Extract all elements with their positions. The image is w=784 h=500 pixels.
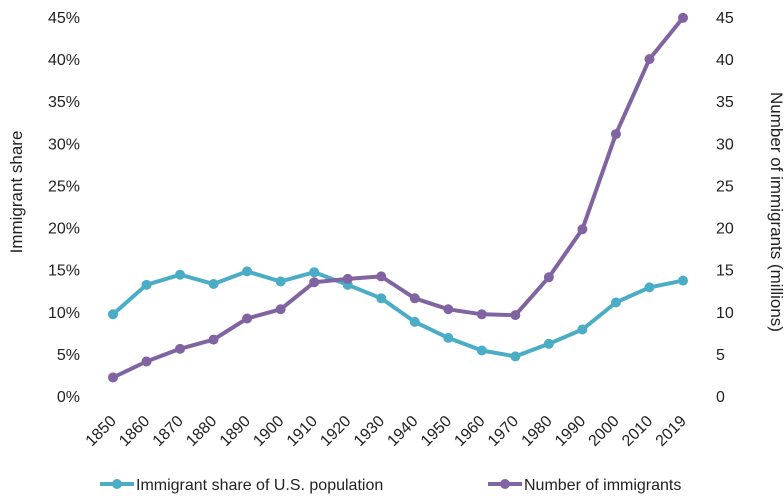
legend-label: Number of immigrants <box>524 477 681 494</box>
data-point <box>309 267 320 278</box>
series-2 <box>108 12 688 383</box>
x-tick-label: 1860 <box>116 413 153 450</box>
data-point <box>309 277 320 288</box>
legend: Immigrant share of U.S. population Number… <box>100 477 681 494</box>
series-line <box>111 269 685 359</box>
data-point <box>376 271 387 282</box>
legend-swatch-marker <box>500 479 510 489</box>
right-tick-label: 45 <box>716 10 734 27</box>
x-tick-label: 2019 <box>653 413 690 450</box>
x-tick-label: 1900 <box>250 413 287 450</box>
x-axis-ticks: 1850186018701880189019001910192019301940… <box>83 413 690 450</box>
data-point <box>610 297 621 308</box>
right-tick-label: 10 <box>716 305 734 322</box>
data-point <box>175 343 186 354</box>
data-point <box>510 310 521 321</box>
data-point <box>141 279 152 290</box>
x-tick-label: 1990 <box>552 413 589 450</box>
data-point <box>678 275 688 286</box>
data-point <box>376 293 387 304</box>
data-point <box>275 276 286 287</box>
data-point <box>141 356 152 367</box>
right-tick-label: 35 <box>716 94 734 111</box>
data-point <box>644 54 655 65</box>
x-tick-label: 1940 <box>384 413 421 450</box>
data-point <box>242 313 253 324</box>
left-tick-label: 5% <box>57 347 80 364</box>
series-1 <box>108 266 688 362</box>
right-tick-label: 25 <box>716 178 734 195</box>
right-tick-label: 40 <box>716 52 734 69</box>
left-tick-label: 25% <box>48 178 80 195</box>
data-point <box>108 309 118 320</box>
left-tick-label: 45% <box>48 10 80 27</box>
legend-item: Number of immigrants <box>488 477 681 494</box>
x-tick-label: 1920 <box>317 413 354 450</box>
left-axis-ticks: 0% 5% 10% 15% 20% 25% 30% 35% 40% 45% <box>48 10 80 406</box>
right-tick-label: 15 <box>716 263 734 280</box>
x-tick-label: 1930 <box>351 413 388 450</box>
data-point <box>443 304 454 315</box>
right-axis-title: Number of immigrants (millions) <box>767 92 784 332</box>
x-tick-label: 1950 <box>418 413 455 450</box>
data-point <box>577 324 588 335</box>
data-point <box>108 372 118 383</box>
x-tick-label: 1870 <box>150 413 187 450</box>
data-point <box>342 273 353 284</box>
left-tick-label: 40% <box>48 52 80 69</box>
left-tick-label: 10% <box>48 305 80 322</box>
legend-swatch-marker <box>112 479 122 489</box>
left-tick-label: 30% <box>48 136 80 153</box>
x-tick-label: 2010 <box>619 413 656 450</box>
data-point <box>476 345 487 356</box>
data-point <box>208 334 219 345</box>
series-layer <box>108 12 688 383</box>
series-line <box>111 15 685 380</box>
left-tick-label: 0% <box>57 389 80 406</box>
x-tick-label: 1960 <box>451 413 488 450</box>
data-point <box>543 338 554 349</box>
legend-item: Immigrant share of U.S. population <box>100 477 383 494</box>
data-point <box>678 12 688 23</box>
x-tick-label: 1910 <box>284 413 321 450</box>
legend-label: Immigrant share of U.S. population <box>136 477 383 494</box>
left-tick-label: 20% <box>48 221 80 238</box>
data-point <box>409 316 420 327</box>
x-tick-label: 1880 <box>183 413 220 450</box>
data-point <box>409 293 420 304</box>
data-point <box>208 278 219 289</box>
x-tick-label: 1890 <box>217 413 254 450</box>
right-axis-ticks: 0 5 10 15 20 25 30 35 40 45 <box>716 10 734 406</box>
left-tick-label: 35% <box>48 94 80 111</box>
data-point <box>242 266 253 277</box>
data-point <box>476 309 487 320</box>
right-tick-label: 5 <box>716 347 725 364</box>
x-tick-label: 1850 <box>83 413 120 450</box>
left-tick-label: 15% <box>48 263 80 280</box>
right-tick-label: 20 <box>716 221 734 238</box>
data-point <box>610 129 621 140</box>
x-tick-label: 2000 <box>586 413 623 450</box>
data-point <box>510 351 521 362</box>
data-point <box>175 269 186 280</box>
data-point <box>543 272 554 283</box>
left-axis-title: Immigrant share <box>7 131 26 254</box>
x-tick-label: 1970 <box>485 413 522 450</box>
right-tick-label: 0 <box>716 389 725 406</box>
data-point <box>577 224 588 235</box>
right-tick-label: 30 <box>716 136 734 153</box>
data-point <box>275 304 286 315</box>
data-point <box>644 282 655 293</box>
x-tick-label: 1980 <box>519 413 556 450</box>
data-point <box>443 332 454 343</box>
